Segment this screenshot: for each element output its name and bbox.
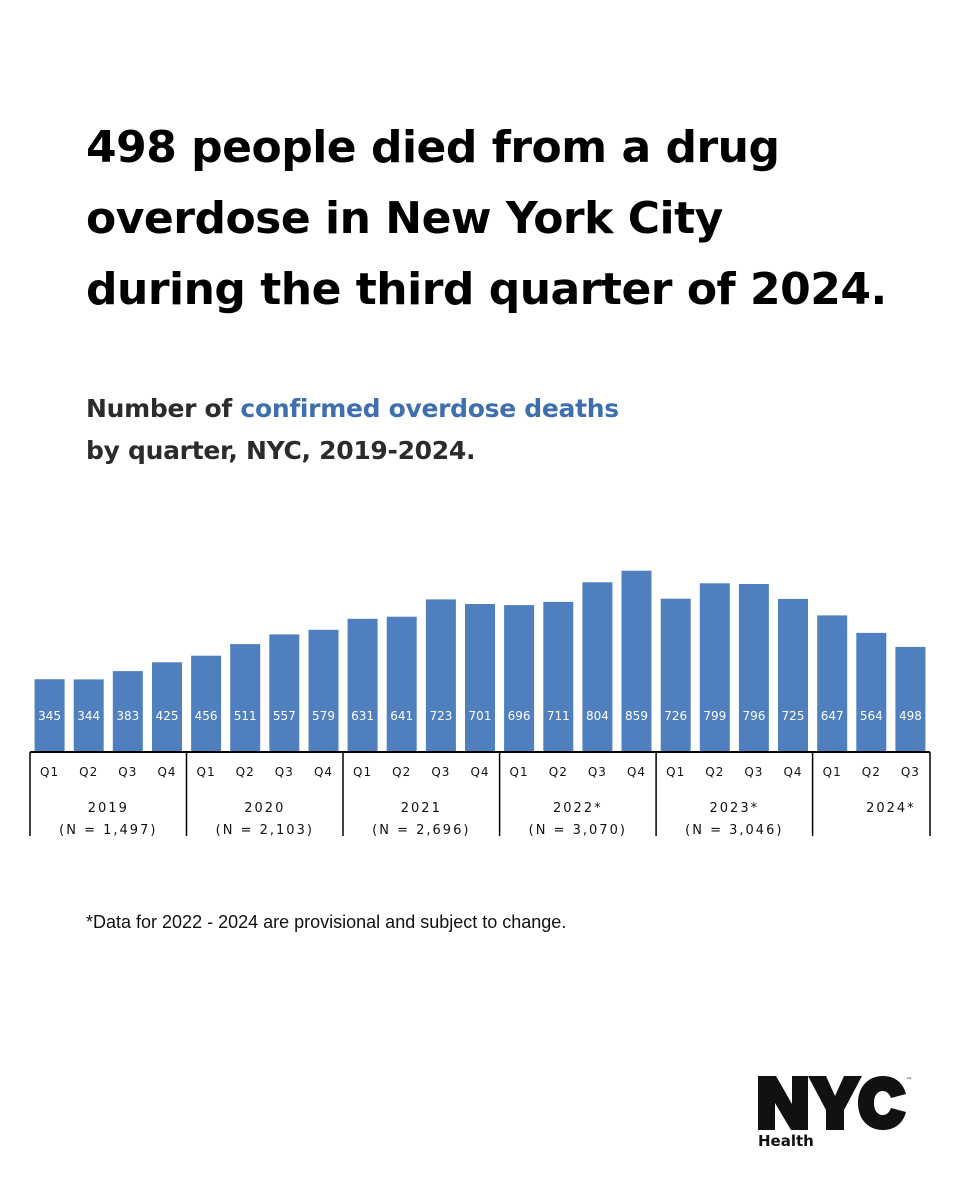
quarter-tick-label: Q4: [783, 765, 802, 779]
bar-2020-q1: [191, 655, 222, 752]
year-label: 2021: [401, 801, 442, 816]
bar-value-label: 804: [586, 709, 609, 723]
subtitle-line-1: Number of confirmed overdose deaths: [86, 388, 906, 430]
subtitle-prefix: Number of: [86, 394, 241, 423]
quarter-tick-label: Q2: [862, 765, 881, 779]
quarter-tick-label: Q4: [314, 765, 333, 779]
bar-value-label: 723: [429, 709, 452, 723]
quarter-tick-label: Q1: [40, 765, 59, 779]
footnote: *Data for 2022 - 2024 are provisional an…: [86, 912, 567, 932]
quarter-tick-label: Q3: [744, 765, 763, 779]
bar-2021-q4: [465, 604, 495, 752]
bar-value-label: 859: [625, 709, 648, 723]
bar-2019-q3: [112, 671, 143, 752]
quarter-tick-label: Q2: [392, 765, 411, 779]
bar-2019-q2: [73, 679, 104, 752]
quarter-tick-label: Q3: [275, 765, 294, 779]
bar-value-label: 344: [77, 709, 100, 723]
bar-2022-q2: [543, 601, 574, 752]
bar-value-label: 383: [116, 709, 139, 723]
bar-value-label: 799: [703, 709, 726, 723]
bar-2021-q1: [347, 618, 378, 752]
subtitle-line-2: by quarter, NYC, 2019-2024.: [86, 436, 476, 465]
quarter-tick-label: Q2: [549, 765, 568, 779]
quarter-tick-label: Q4: [470, 765, 489, 779]
nyc-health-logo: ™ Health: [756, 1074, 916, 1154]
bar-value-label: 511: [234, 709, 257, 723]
year-total-label: (N = 1,497): [59, 823, 157, 838]
quarter-tick-label: Q1: [510, 765, 529, 779]
bar-2022-q4: [621, 570, 652, 752]
chart-subtitle: Number of confirmed overdose deaths by q…: [86, 388, 906, 472]
logo-health-label: Health: [758, 1132, 814, 1150]
quarter-tick-label: Q1: [353, 765, 372, 779]
bar-value-label: 725: [782, 709, 805, 723]
bar-value-label: 701: [469, 709, 492, 723]
bar-value-label: 711: [547, 709, 570, 723]
headline-line-3: during the third quarter of 2024.: [86, 264, 887, 315]
bar-value-label: 345: [38, 709, 61, 723]
quarter-tick-label: Q1: [197, 765, 216, 779]
bar-2021-q3: [425, 599, 456, 752]
bar-2024-q1: [817, 615, 848, 752]
bar-2023-q2: [699, 583, 730, 752]
overdose-bar-chart: 345 Q1 344 Q2 383 Q3 425 Q4 2019 (N = 1,497) 456 Q1…: [29, 570, 931, 838]
headline: 498 people died from a drug overdose in …: [86, 112, 926, 325]
bar-2022-q3: [582, 582, 613, 752]
bar-value-label: 696: [508, 709, 531, 723]
quarter-tick-label: Q4: [157, 765, 176, 779]
quarter-tick-label: Q3: [118, 765, 137, 779]
bar-value-label: 557: [273, 709, 296, 723]
bar-2019-q1: [34, 679, 65, 752]
bar-2023-q3: [738, 584, 769, 752]
bar-2019-q4: [152, 662, 182, 752]
quarter-tick-label: Q1: [823, 765, 842, 779]
year-total-label: (N = 2,696): [372, 823, 470, 838]
bar-2020-q3: [269, 634, 300, 752]
year-label: 2024*: [866, 801, 916, 816]
bar-2022-q1: [504, 605, 535, 752]
quarter-tick-label: Q3: [431, 765, 450, 779]
headline-line-1: 498 people died from a drug: [86, 122, 780, 173]
bar-2020-q4: [308, 629, 339, 752]
quarter-tick-label: Q4: [627, 765, 646, 779]
quarter-tick-label: Q2: [236, 765, 255, 779]
bar-2024-q2: [856, 632, 887, 752]
year-total-label: (N = 3,046): [685, 823, 783, 838]
bar-2023-q4: [778, 598, 808, 752]
bar-value-label: 456: [195, 709, 218, 723]
quarter-tick-label: Q2: [79, 765, 98, 779]
quarter-tick-label: Q3: [901, 765, 920, 779]
bar-value-label: 425: [156, 709, 179, 723]
bar-value-label: 631: [351, 709, 374, 723]
year-total-label: (N = 2,103): [216, 823, 314, 838]
year-label: 2019: [88, 801, 129, 816]
year-label: 2020: [244, 801, 285, 816]
subtitle-highlight: confirmed overdose deaths: [240, 394, 619, 423]
bar-value-label: 498: [899, 709, 922, 723]
year-total-label: (N = 3,070): [529, 823, 627, 838]
year-label: 2022*: [553, 801, 603, 816]
quarter-tick-label: Q1: [666, 765, 685, 779]
bar-value-label: 647: [821, 709, 844, 723]
quarter-tick-label: Q3: [588, 765, 607, 779]
bar-2023-q1: [660, 598, 691, 752]
quarter-tick-label: Q2: [705, 765, 724, 779]
bar-value-label: 796: [742, 709, 765, 723]
bar-value-label: 564: [860, 709, 883, 723]
bar-2024-q3: [895, 646, 926, 752]
bar-value-label: 579: [312, 709, 335, 723]
nyc-logo-mark: ™: [758, 1076, 912, 1130]
bar-2020-q2: [230, 644, 261, 752]
year-label: 2023*: [710, 801, 760, 816]
bar-value-label: 641: [390, 709, 413, 723]
trademark-symbol: ™: [906, 1077, 912, 1084]
bar-2021-q2: [386, 616, 417, 752]
bar-value-label: 726: [664, 709, 687, 723]
headline-line-2: overdose in New York City: [86, 193, 723, 244]
